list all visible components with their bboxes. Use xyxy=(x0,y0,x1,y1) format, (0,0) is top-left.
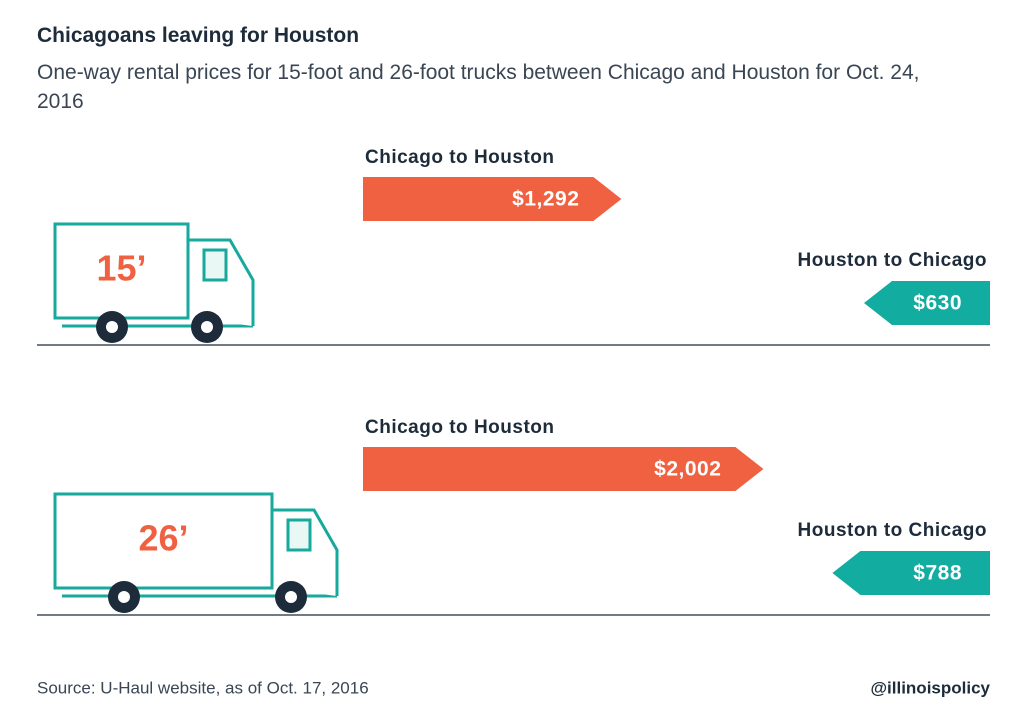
truck-size: 15’ xyxy=(96,248,146,289)
truck-hub xyxy=(118,591,130,603)
truck-hub xyxy=(285,591,297,603)
series-label: Chicago to Houston xyxy=(365,147,554,168)
source: Source: U-Haul website, as of Oct. 17, 2… xyxy=(37,678,369,697)
series-label: Houston to Chicago xyxy=(798,520,987,541)
chart-title: Chicagoans leaving for Houston xyxy=(37,24,360,47)
arrow-bar xyxy=(864,281,990,325)
chart-subtitle: One-way rental prices for 15-foot and 26… xyxy=(37,61,920,113)
value-label: $1,292 xyxy=(512,188,579,211)
arrow-bar xyxy=(363,177,622,221)
truck-window xyxy=(202,248,228,282)
truck-hub xyxy=(201,321,213,333)
value-label: $630 xyxy=(913,292,962,315)
truck-size: 26’ xyxy=(138,518,188,559)
arrow-bar xyxy=(363,447,764,491)
value-label: $788 xyxy=(913,562,962,585)
credit: @illinoispolicy xyxy=(870,678,990,697)
value-label: $2,002 xyxy=(654,458,721,481)
truck-hub xyxy=(106,321,118,333)
series-label: Houston to Chicago xyxy=(798,250,987,271)
truck-window xyxy=(286,518,312,552)
series-label: Chicago to Houston xyxy=(365,417,554,438)
arrow-bar xyxy=(832,551,990,595)
